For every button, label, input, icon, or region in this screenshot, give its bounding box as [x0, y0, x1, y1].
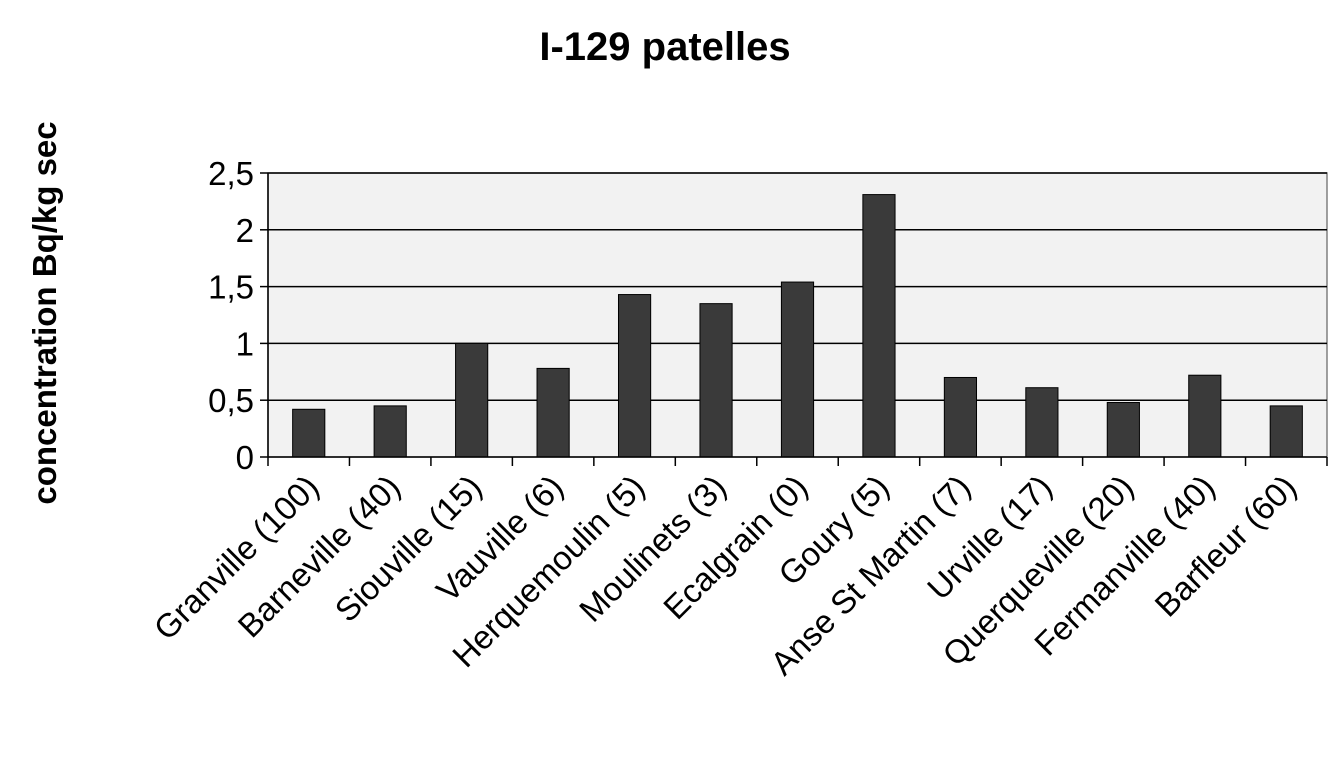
bar: [699, 303, 733, 458]
chart-title: I-129 patelles: [539, 25, 790, 69]
y-axis: 0 0,5 1 1,5 2 2,5: [208, 155, 269, 476]
y-tick-label: 1: [236, 325, 254, 362]
bar: [617, 294, 652, 458]
bar: [1269, 405, 1303, 458]
y-tick-label: 1,5: [208, 269, 254, 306]
bar: [455, 342, 489, 458]
y-tick-label: 0,5: [208, 382, 254, 419]
bar: [536, 367, 570, 458]
bar: [1025, 387, 1059, 458]
bar: [1188, 374, 1222, 458]
y-tick-label: 2: [236, 212, 254, 249]
x-tick-label: Barfleur (60): [1147, 468, 1303, 624]
y-tick-label: 0: [236, 439, 254, 476]
y-axis-label: concentration Bq/kg sec: [26, 121, 63, 504]
bar: [862, 194, 896, 458]
bar-series: [292, 194, 1303, 458]
bar: [943, 376, 978, 458]
bar: [1106, 401, 1140, 458]
bar: [373, 405, 407, 458]
bar: [780, 281, 815, 458]
y-tick-label: 2,5: [208, 155, 254, 192]
bar: [292, 408, 326, 458]
x-axis: Granville (100)Barneville (40)Siouville …: [146, 456, 1328, 682]
